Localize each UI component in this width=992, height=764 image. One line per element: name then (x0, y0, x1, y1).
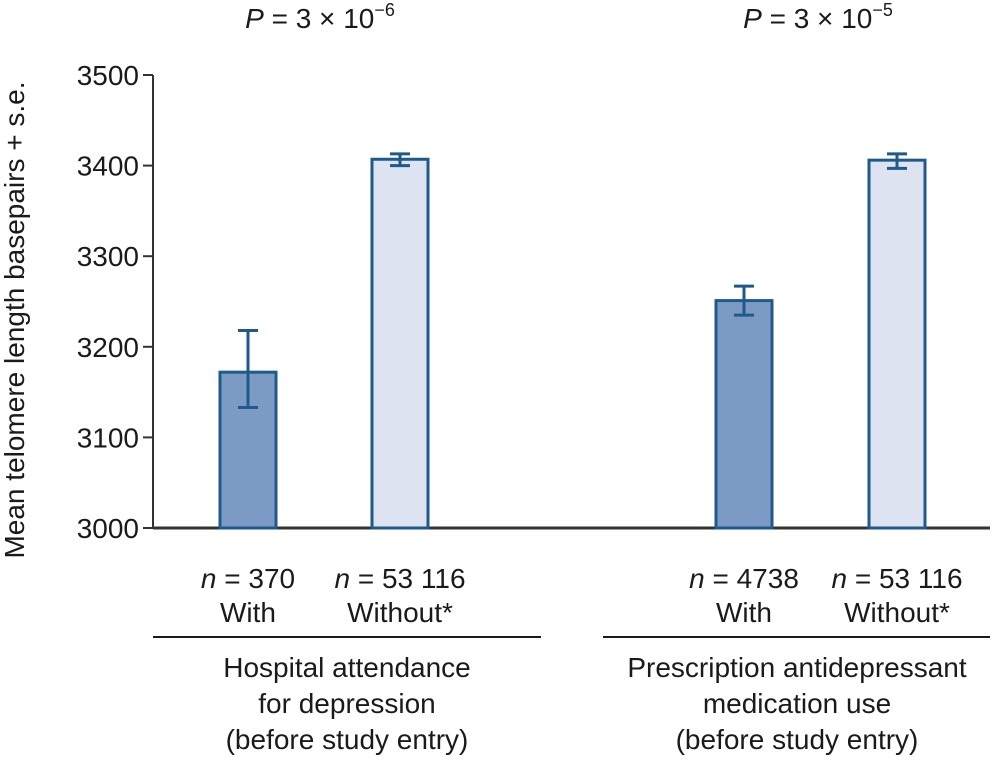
y-axis-label: Mean telomere length basepairs + s.e. (0, 81, 30, 558)
y-tick-label: 3300 (77, 241, 139, 272)
y-ticks: 3000 3100 3200 3300 3400 3500 (77, 60, 153, 544)
n-label: n = 53 116 (334, 563, 465, 594)
y-tick-label: 3000 (77, 513, 139, 544)
category-label: With (716, 597, 772, 628)
group-description-line: (before study entry) (676, 724, 919, 755)
group-description-line: Hospital attendance (223, 652, 471, 683)
y-tick-label: 3200 (77, 332, 139, 363)
n-label: n = 4738 (689, 563, 799, 594)
error-bars (238, 152, 907, 410)
p-value-label: P = 3 × 10−6 (245, 0, 395, 34)
group-description-line: Prescription antidepressant (627, 652, 967, 683)
group-labels: Hospital attendance for depression (before… (153, 636, 990, 755)
group-description-line: medication use (703, 688, 891, 719)
category-label: Without* (844, 597, 950, 628)
p-value-label: P = 3 × 10−5 (743, 0, 893, 34)
y-tick-label: 3100 (77, 422, 139, 453)
bar-without (867, 158, 927, 530)
group-description-line: for depression (258, 688, 435, 719)
y-tick-label: 3400 (77, 151, 139, 182)
bar-with (714, 299, 774, 530)
category-label: With (220, 597, 276, 628)
bars (218, 157, 927, 530)
bar-without (370, 157, 430, 530)
p-values: P = 3 × 10−6 P = 3 × 10−5 (245, 0, 893, 34)
n-label: n = 370 (201, 563, 295, 594)
y-tick-label: 3500 (77, 60, 139, 91)
group-description-line: (before study entry) (226, 724, 469, 755)
axes (152, 75, 990, 530)
category-label: Without* (347, 597, 453, 628)
n-label: n = 53 116 (831, 563, 962, 594)
